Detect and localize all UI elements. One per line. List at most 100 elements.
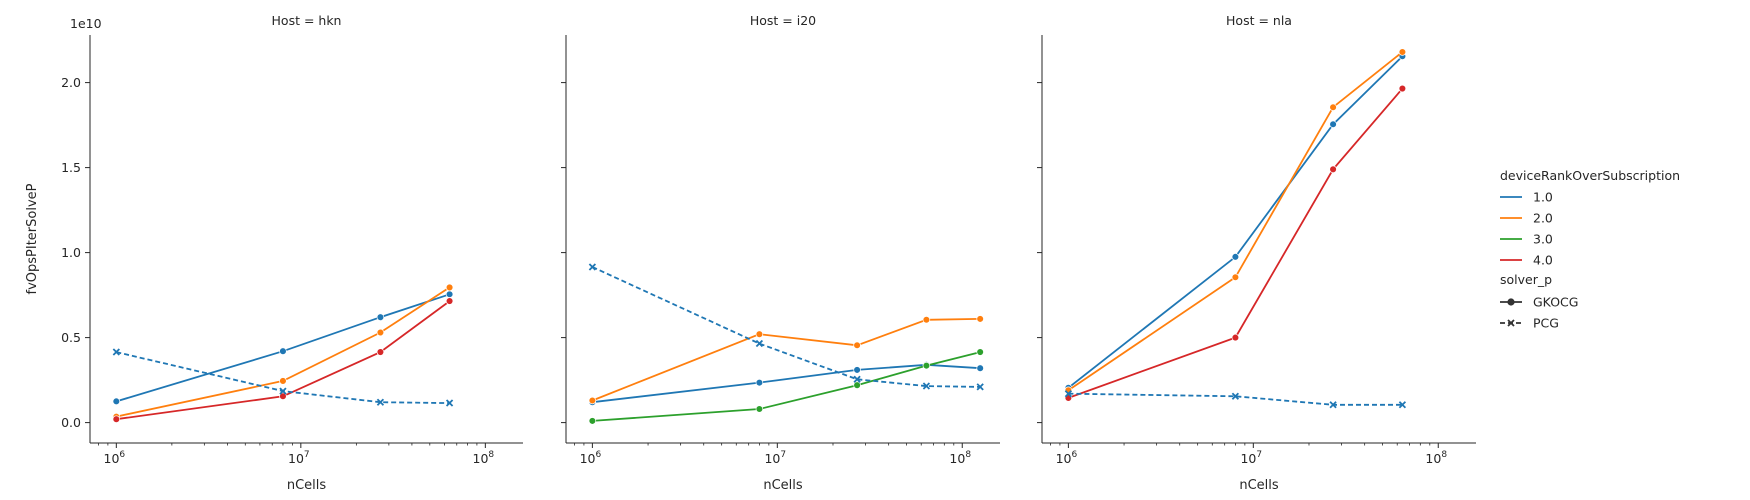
data-point: [922, 316, 931, 324]
legend-item-rank-1-0: 1.0: [1500, 190, 1553, 205]
data-point: [1398, 48, 1407, 56]
data-point: [445, 297, 454, 305]
series-line: [1067, 51, 1403, 392]
data-point: [279, 377, 287, 385]
data-point: [922, 361, 931, 370]
x-tick-label: 107: [1240, 450, 1262, 466]
series-gkocg-2-0: [588, 315, 984, 405]
y-tick-label: 1.5: [61, 160, 81, 175]
data-point: [1231, 273, 1240, 282]
data-point-x: [755, 339, 764, 348]
x-tick-label: 108: [473, 450, 495, 466]
x-tick-label: 107: [288, 450, 310, 466]
series-gkocg-3-0: [588, 348, 984, 425]
data-point: [976, 315, 984, 323]
data-point: [755, 378, 764, 387]
x-tick-label: 106: [1056, 450, 1078, 466]
series-line: [592, 363, 981, 404]
y-axis-label: fvOpsPIterSolveP: [25, 183, 40, 294]
data-point: [976, 364, 984, 372]
data-point: [755, 330, 764, 338]
y-tick-label: 2.0: [61, 75, 81, 90]
legend-label: 4.0: [1533, 253, 1553, 268]
panel-title: Host = nla: [1226, 13, 1292, 28]
y-scale-offset: 1e10: [70, 16, 102, 31]
y-tick-label: 0.5: [61, 330, 81, 345]
facet-panel-2: Host = i20 106 107 108 nCells: [561, 13, 1000, 493]
data-point: [1231, 253, 1240, 261]
data-point: [853, 381, 861, 389]
facet-panel-3: Host = nla 106 107 108 nCells: [1037, 13, 1476, 493]
legend-item-rank-2-0: 2.0: [1500, 211, 1553, 226]
data-point-x: [376, 398, 385, 406]
legend-hue-title: deviceRankOverSubscription: [1500, 168, 1680, 183]
series-pcg-1-0: [588, 263, 984, 391]
data-point: [279, 392, 287, 401]
series-line: [116, 300, 451, 421]
legend-item-solver-pcg: PCG: [1500, 316, 1559, 331]
legend-label: 2.0: [1533, 211, 1553, 226]
legend-marker-x: [1507, 319, 1515, 327]
x-axis-label: nCells: [763, 478, 803, 493]
x-axis-label: nCells: [1239, 478, 1279, 493]
x-tick-label: 108: [949, 450, 971, 466]
legend-label: GKOCG: [1533, 295, 1578, 310]
legend-item-solver-gkocg: GKOCG: [1500, 295, 1578, 310]
data-point-x: [1329, 401, 1337, 409]
series-line: [116, 286, 451, 418]
series-line: [592, 318, 981, 402]
x-tick-label: 106: [104, 450, 126, 466]
y-tick-label: 0.0: [61, 415, 81, 430]
data-point: [112, 397, 121, 406]
legend-item-rank-3-0: 3.0: [1500, 232, 1553, 247]
data-point: [445, 283, 454, 292]
data-point: [376, 313, 385, 321]
panel-title: Host = hkn: [272, 13, 342, 28]
data-point: [1398, 84, 1407, 93]
x-axis-label: nCells: [287, 478, 327, 493]
y-tick-label: 1.0: [61, 245, 81, 260]
data-point-x: [1064, 390, 1073, 398]
data-point: [112, 415, 121, 423]
data-point: [588, 417, 597, 425]
series-pcg-1-0: [112, 348, 454, 407]
series-gkocg-1-0: [112, 290, 454, 406]
legend-label: 1.0: [1533, 190, 1553, 205]
data-point-x: [112, 348, 120, 356]
legend-label: PCG: [1533, 316, 1559, 331]
data-point-x: [922, 382, 931, 390]
data-point: [853, 341, 861, 350]
series-line: [592, 266, 981, 388]
data-point-x: [588, 263, 597, 271]
legend-label: 3.0: [1533, 232, 1553, 247]
series-gkocg-4-0: [112, 297, 454, 423]
x-tick-label: 108: [1425, 450, 1447, 466]
data-point: [1231, 333, 1240, 342]
data-point: [853, 366, 861, 374]
data-point: [1329, 120, 1337, 128]
panel-title: Host = i20: [750, 13, 816, 28]
data-point: [588, 396, 597, 405]
data-point-x: [976, 383, 984, 391]
data-point-x: [1231, 392, 1240, 400]
series-line: [1068, 392, 1403, 406]
data-point: [445, 290, 454, 299]
data-point-x: [279, 387, 287, 395]
series-line: [1068, 88, 1404, 399]
series-line: [116, 293, 450, 403]
data-point-x: [445, 399, 454, 407]
x-tick-label: 106: [580, 450, 602, 466]
series-gkocg-4-0: [1064, 84, 1407, 402]
facet-panel-1: Host = hkn 0.0 0.5 1.0 1.5 2.0 106 107 108 nCells: [61, 13, 523, 493]
legend: deviceRankOverSubscription 1.0 2.0 3.0 4.0 so…: [1500, 168, 1680, 331]
legend-style-title: solver_p: [1500, 272, 1552, 287]
data-point: [1329, 165, 1337, 174]
series-gkocg-2-0: [1064, 48, 1407, 395]
data-point: [279, 347, 287, 355]
data-point-x: [853, 375, 861, 383]
data-point: [755, 405, 764, 413]
legend-marker-circle: [1507, 298, 1515, 306]
data-point: [376, 328, 385, 337]
data-point-x: [1398, 401, 1407, 409]
series-line: [116, 351, 450, 404]
